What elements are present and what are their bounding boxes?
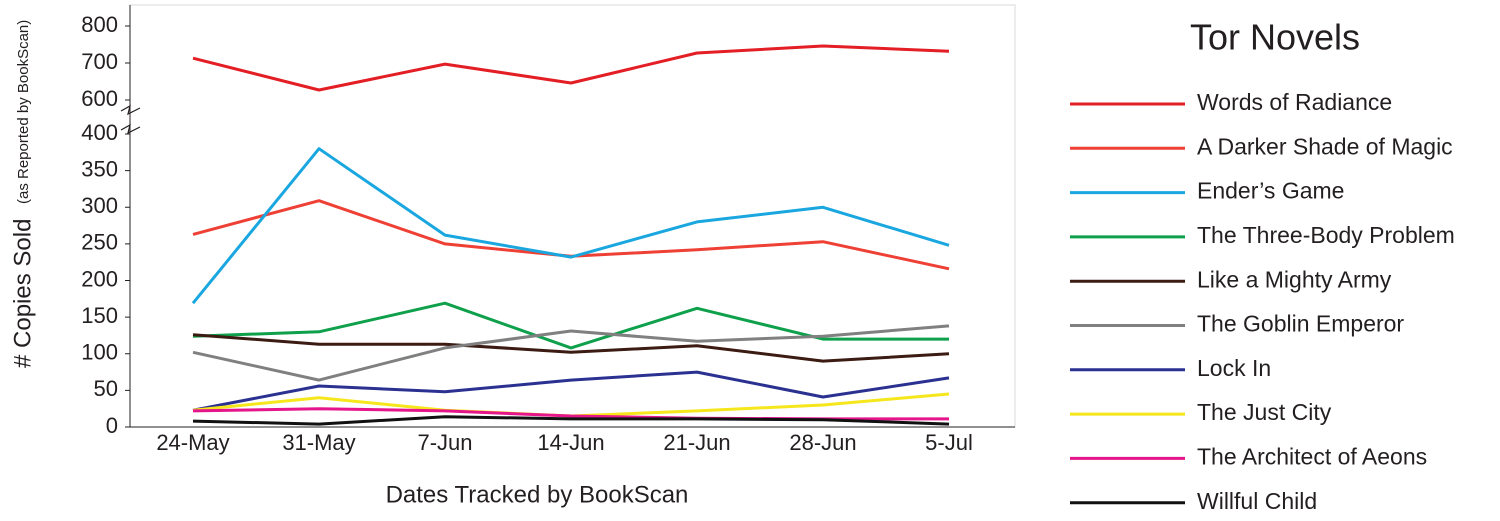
y-axis-note: (as Reported by BookScan) — [15, 20, 32, 204]
series-line — [191, 147, 950, 305]
y-tick-label: 100 — [81, 340, 118, 365]
series-line — [192, 415, 950, 426]
legend-label: Lock In — [1197, 355, 1271, 381]
chart-title: Tor Novels — [1190, 17, 1360, 58]
series-line — [192, 333, 950, 363]
legend-label: The Just City — [1197, 399, 1332, 425]
y-tick-label: 400 — [81, 120, 118, 145]
y-tick-label: 50 — [94, 376, 118, 401]
legend-label: Like a Mighty Army — [1197, 266, 1392, 292]
legend-label: The Goblin Emperor — [1197, 311, 1404, 337]
x-tick-label: 5-Jul — [925, 430, 973, 455]
y-tick-label: 800 — [81, 12, 118, 37]
series-line — [192, 301, 949, 350]
x-tick-label: 7-Jun — [417, 430, 472, 455]
legend-label: Ender’s Game — [1197, 178, 1344, 204]
x-axis-label: Dates Tracked by BookScan — [386, 481, 689, 508]
x-tick-label: 28-Jun — [789, 430, 856, 455]
x-tick-label: 14-Jun — [537, 430, 604, 455]
y-axis-title: # Copies Sold (as Reported by BookScan) — [9, 20, 36, 368]
y-axis-label: # Copies Sold — [9, 219, 36, 368]
series-line — [192, 324, 950, 382]
legend-label: Willful Child — [1197, 488, 1317, 514]
legend-label: Words of Radiance — [1197, 89, 1392, 115]
series-line — [192, 44, 950, 92]
y-tick-label: 700 — [81, 49, 118, 74]
y-tick-label: 0 — [106, 413, 118, 438]
series-line — [192, 407, 949, 421]
x-tick-label: 31-May — [282, 430, 355, 455]
y-tick-label: 250 — [81, 230, 118, 255]
x-tick-label: 24-May — [156, 430, 229, 455]
series-line — [192, 392, 950, 418]
y-tick-label: 200 — [81, 266, 118, 291]
y-tick-label: 350 — [81, 156, 118, 181]
y-tick-label: 600 — [81, 86, 118, 111]
legend-label: The Architect of Aeons — [1197, 443, 1427, 469]
series-line — [192, 370, 950, 412]
x-tick-label: 21-Jun — [663, 430, 730, 455]
legend-label: A Darker Shade of Magic — [1197, 133, 1453, 159]
axis-break — [120, 104, 141, 135]
y-tick-label: 150 — [81, 303, 118, 328]
y-tick-label: 300 — [81, 193, 118, 218]
legend-label: The Three-Body Problem — [1197, 222, 1455, 248]
